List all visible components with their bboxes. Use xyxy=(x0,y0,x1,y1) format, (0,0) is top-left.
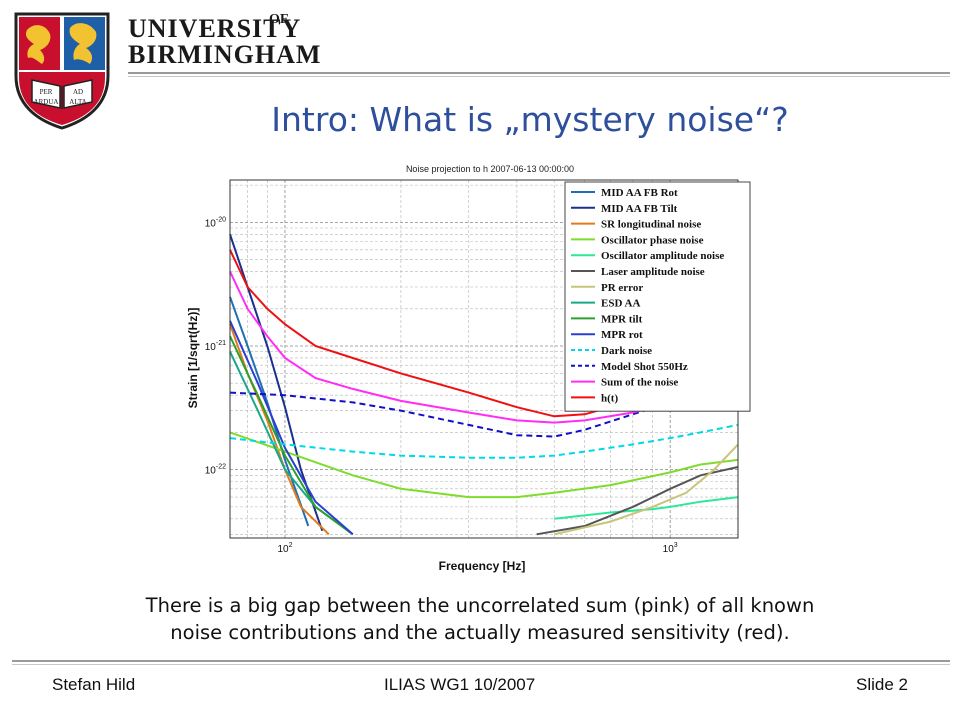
footer-event: ILIAS WG1 10/2007 xyxy=(384,675,536,694)
crest-book-text: ARDUA xyxy=(34,98,59,106)
legend-entry: MID AA FB Tilt xyxy=(601,203,678,215)
y-axis-label: Strain [1/sqrt(Hz)] xyxy=(186,308,200,409)
caption-line-2: noise contributions and the actually mea… xyxy=(170,621,790,644)
legend-entry: MID AA FB Rot xyxy=(601,187,678,199)
legend-entry: Laser amplitude noise xyxy=(601,266,705,278)
legend-entry: SR longitudinal noise xyxy=(601,219,701,231)
university-name-line-2: BIRMINGHAM xyxy=(128,40,322,69)
footer-divider-thin xyxy=(12,664,950,665)
footer-slide-number: Slide 2 xyxy=(856,675,908,694)
footer-author: Stefan Hild xyxy=(52,675,136,694)
x-axis-label: Frequency [Hz] xyxy=(439,559,526,573)
legend-entry: ESD AA xyxy=(601,298,640,310)
header-divider-thin xyxy=(128,76,950,77)
legend-entry: Oscillator phase noise xyxy=(601,234,704,246)
legend-entry: h(t) xyxy=(601,392,618,404)
legend-entry: MPR rot xyxy=(601,329,643,341)
slide-title: Intro: What is „mystery noise“? xyxy=(271,100,789,139)
chart-legend: MID AA FB Rot MID AA FB Tilt SR longitudin… xyxy=(564,181,751,412)
university-name-line-1: UNIVERSITY xyxy=(128,14,302,43)
chart-series xyxy=(229,233,739,536)
legend-entry: Dark noise xyxy=(601,345,652,357)
header-divider xyxy=(128,72,950,74)
slide-caption: There is a big gap between the uncorrela… xyxy=(30,592,930,646)
university-name-of: OF xyxy=(269,12,289,27)
crest-book-text: ALTA xyxy=(69,98,86,106)
series-line-3 xyxy=(229,431,739,499)
series-line-4 xyxy=(554,496,739,520)
legend-entry: MPR tilt xyxy=(601,313,643,325)
legend-entry: Oscillator amplitude noise xyxy=(601,250,724,262)
series-line-0 xyxy=(229,296,310,527)
legend-entry: PR error xyxy=(601,282,643,294)
crest-book-text: PER xyxy=(40,88,53,96)
legend-box xyxy=(564,181,751,412)
series-line-1 xyxy=(229,233,324,532)
legend-entry: Sum of the noise xyxy=(601,377,678,389)
series-line-9 xyxy=(229,320,354,536)
legend-entry: Model Shot 550Hz xyxy=(601,361,688,373)
series-line-5 xyxy=(536,466,739,536)
series-line-10 xyxy=(229,423,739,459)
university-crest-logo: PER AD ARDUA ALTA xyxy=(14,12,110,130)
footer-divider xyxy=(12,660,950,662)
series-line-8 xyxy=(229,335,354,536)
crest-book-text: AD xyxy=(73,88,83,96)
chart-title: Noise projection to h 2007-06-13 00:00:0… xyxy=(406,164,574,174)
series-line-6 xyxy=(553,443,739,536)
caption-line-1: There is a big gap between the uncorrela… xyxy=(145,594,815,617)
noise-projection-chart: Noise projection to h 2007-06-13 00:00:0… xyxy=(180,158,760,578)
